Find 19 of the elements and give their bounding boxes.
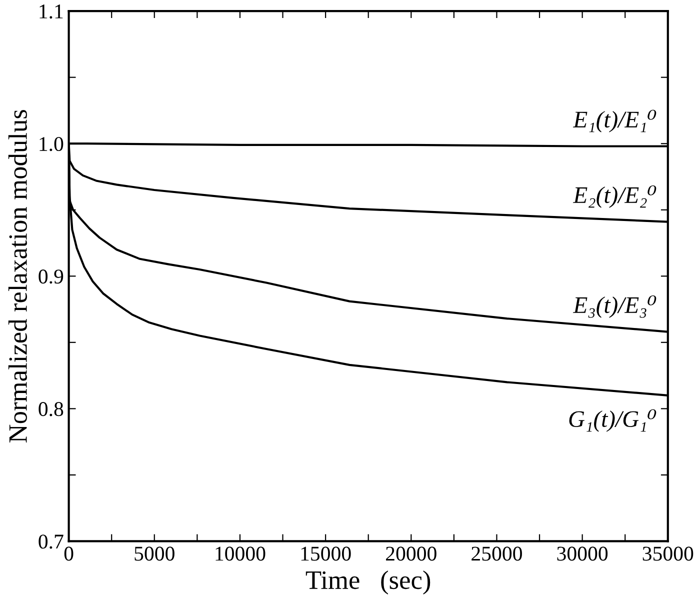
x-tick-label: 30000 [557, 546, 608, 561]
x-axis-title: Time (sec) [306, 570, 430, 594]
legend-label: E₂(t)/E₂⁰ [572, 185, 656, 208]
x-tick-label: 20000 [386, 546, 436, 561]
x-tick-label: 25000 [472, 546, 522, 561]
series-label: E₃(t)/E₃⁰ [572, 295, 656, 318]
legend-label: G₁(t)/G₁⁰ [569, 409, 656, 432]
y-tick-label: 0.8 [38, 402, 64, 416]
y-tick-label: 1.1 [40, 4, 63, 19]
y-tick-label: 0.7 [38, 534, 64, 549]
y-tick-label: 0.9 [38, 270, 64, 284]
x-tick-label: 15000 [301, 546, 351, 561]
series-label: E₁(t)/E₁⁰ [572, 110, 656, 132]
x-tick-label: 5000 [134, 546, 174, 561]
x-tick-label: 35000 [642, 546, 694, 561]
y-tick-label: 1.0 [40, 136, 64, 152]
y-axis-title: Normalized relaxation modulus [8, 110, 27, 442]
x-tick-label: 0 [64, 546, 74, 561]
x-tick-label: 10000 [216, 546, 266, 561]
